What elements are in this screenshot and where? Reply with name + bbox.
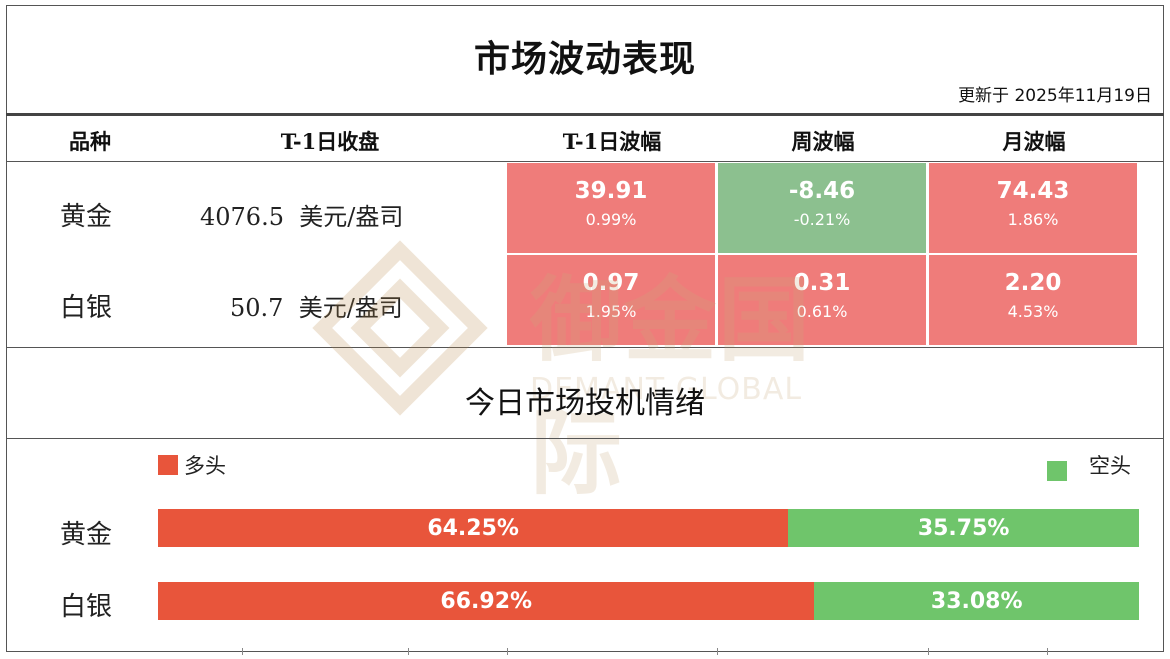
grid-tick [408, 648, 409, 655]
cell-gold-weekly: -8.46 -0.21% [718, 163, 927, 253]
grid-tick [507, 648, 508, 655]
cell-value: -8.46 [788, 178, 856, 204]
legend-swatch-long [158, 455, 178, 475]
grid-tick [242, 648, 243, 655]
page-title: 市场波动表现 [473, 39, 696, 80]
legend-long: 多头 [158, 450, 226, 480]
sentiment-name-gold: 黄金 [60, 520, 113, 550]
cell-silver-weekly: 0.31 0.61% [718, 255, 927, 345]
cell-silver-monthly: 2.20 4.53% [929, 255, 1138, 345]
col-header-monthly: 月波幅 [1002, 129, 1066, 154]
row-close-gold: 4076.5 美元/盎司 [200, 203, 404, 231]
row-name-gold: 黄金 [60, 202, 113, 232]
bar-short-segment: 33.08% [814, 582, 1139, 620]
cell-value: 74.43 [996, 178, 1070, 204]
grid-tick [1047, 648, 1048, 655]
cell-value: 0.31 [793, 270, 851, 296]
sentiment-name-silver: 白银 [60, 592, 113, 622]
cell-pct: 0.99% [585, 210, 637, 229]
cell-value: 2.20 [1004, 270, 1062, 296]
legend-swatch-short [1047, 461, 1067, 481]
cell-pct: 1.86% [1007, 210, 1059, 229]
divider [6, 113, 1164, 116]
panel-frame [6, 5, 1164, 652]
col-header-variety: 品种 [69, 129, 111, 154]
cell-silver-daily: 0.97 1.95% [507, 255, 716, 345]
grid-tick [717, 648, 718, 655]
divider [6, 438, 1164, 439]
sentiment-title: 今日市场投机情绪 [465, 386, 705, 421]
sentiment-bar-gold: 64.25% 35.75% [158, 509, 1139, 547]
legend-long-label: 多头 [184, 454, 226, 478]
divider [6, 347, 1164, 348]
row-close-silver: 50.7 美元/盎司 [230, 294, 403, 322]
bar-long-segment: 64.25% [158, 509, 789, 547]
bar-short-segment: 35.75% [788, 509, 1139, 547]
cell-pct: 4.53% [1007, 302, 1059, 321]
cell-gold-monthly: 74.43 1.86% [929, 163, 1138, 253]
cell-gold-daily: 39.91 0.99% [507, 163, 716, 253]
cell-value: 0.97 [582, 270, 640, 296]
col-header-daily: T-1日波幅 [562, 129, 662, 154]
cell-pct: 1.95% [585, 302, 637, 321]
sentiment-bar-silver: 66.92% 33.08% [158, 582, 1139, 620]
cell-value: 39.91 [574, 178, 648, 204]
row-name-silver: 白银 [60, 293, 113, 323]
legend-short: 空头 [1047, 450, 1131, 481]
bar-long-segment: 66.92% [158, 582, 815, 620]
grid-tick [928, 648, 929, 655]
updated-date: 更新于 2025年11月19日 [958, 86, 1152, 106]
divider [6, 161, 1164, 162]
col-header-close: T-1日收盘 [280, 129, 380, 154]
col-header-weekly: 周波幅 [791, 129, 855, 154]
cell-pct: 0.61% [796, 302, 848, 321]
cell-pct: -0.21% [793, 210, 851, 229]
legend-short-label: 空头 [1089, 454, 1131, 478]
